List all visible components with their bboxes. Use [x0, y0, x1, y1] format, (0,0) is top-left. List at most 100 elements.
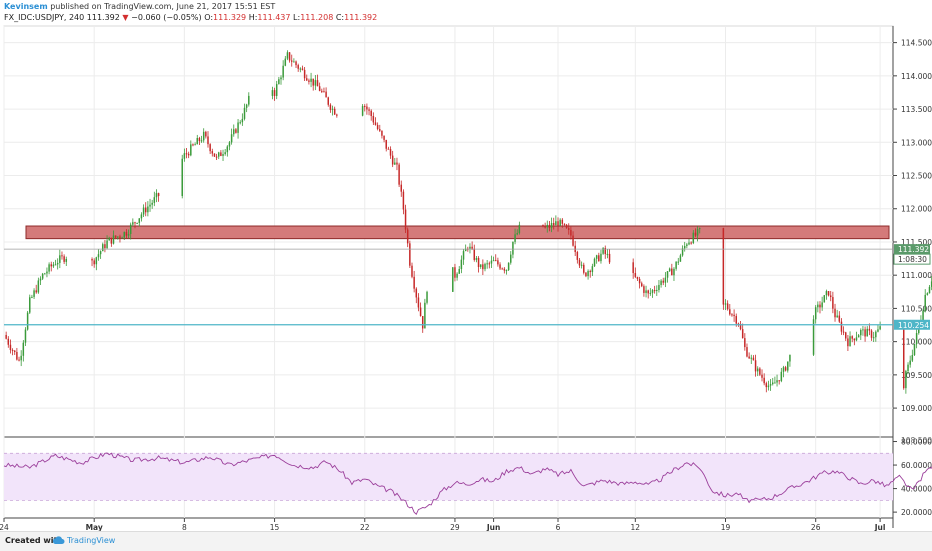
candle-down — [851, 336, 853, 339]
candle-up — [112, 235, 115, 244]
candle-down — [301, 68, 304, 70]
candle-up — [782, 367, 785, 372]
open-label: O: — [204, 13, 214, 22]
last-price-label: 111.392 — [898, 245, 929, 254]
publish-line: Kevinsem published on TradingView.com, J… — [4, 2, 275, 11]
candle-up — [54, 264, 57, 266]
candle-up — [821, 302, 823, 308]
candle-down — [35, 290, 37, 293]
candle-down — [832, 297, 834, 309]
candle-up — [514, 234, 516, 242]
candle-down — [144, 207, 147, 213]
candle-up — [915, 333, 918, 345]
candle-up — [872, 337, 875, 339]
candle-up — [909, 360, 911, 365]
candle-up — [33, 290, 35, 297]
candle-up — [555, 221, 557, 226]
candle-up — [683, 245, 686, 249]
candle-up — [911, 355, 914, 361]
candle-up — [823, 295, 826, 303]
candle-down — [325, 91, 327, 98]
rsi-tick-label: 80.0000 — [901, 438, 932, 447]
candle-down — [417, 297, 420, 308]
candle-down — [364, 106, 366, 108]
candle-down — [454, 267, 456, 278]
candle-down — [385, 139, 387, 149]
candle-down — [306, 78, 308, 81]
price-chart[interactable]: 114.500 114.000 113.500 113.000 112.500 112.0… — [0, 24, 932, 531]
candle-down — [746, 347, 748, 357]
candle-up — [774, 382, 776, 384]
candle-up — [196, 138, 199, 145]
candle-down — [634, 273, 637, 277]
time-tick-label: 12 — [631, 523, 641, 531]
candle-down — [847, 338, 849, 347]
time-tick-label: 8 — [182, 523, 187, 531]
candle-down — [381, 130, 383, 136]
candle-up — [656, 289, 658, 291]
candle-up — [928, 286, 931, 294]
candle-down — [11, 349, 14, 351]
candle-down — [561, 219, 564, 224]
candle-down — [303, 69, 306, 79]
down-arrow-icon: ▼ — [122, 13, 129, 22]
candle-up — [860, 330, 862, 336]
candle-down — [671, 268, 673, 276]
candle-up — [217, 152, 220, 157]
candle-down — [312, 78, 314, 86]
candle-down — [641, 283, 643, 287]
countdown-label: 1:08:30 — [898, 255, 927, 264]
candle-up — [658, 284, 660, 290]
candle-down — [370, 110, 372, 117]
candle-up — [314, 80, 317, 86]
candle-up — [29, 297, 31, 313]
candle-up — [507, 262, 510, 271]
author-link[interactable]: Kevinsem — [4, 2, 48, 11]
candle-up — [855, 337, 858, 341]
countdown-badge — [893, 253, 931, 265]
candle-down — [398, 164, 400, 185]
candle-down — [647, 290, 649, 294]
candle-down — [733, 314, 735, 317]
candle-down — [819, 304, 821, 308]
candle-down — [119, 236, 121, 238]
candle-up — [924, 294, 926, 311]
candle-up — [593, 258, 596, 267]
candle-down — [318, 86, 321, 91]
candle-up — [129, 224, 132, 234]
candle-up — [151, 202, 153, 205]
candle-down — [576, 252, 579, 260]
candle-down — [752, 357, 755, 361]
candle-up — [484, 263, 486, 270]
tradingview-brand-link[interactable]: TradingView — [67, 536, 116, 545]
candle-down — [763, 377, 765, 384]
candle-down — [16, 351, 18, 360]
candle-down — [374, 122, 377, 125]
rsi-tick-label: 40.0000 — [901, 485, 932, 494]
candle-up — [518, 224, 521, 234]
low-label: L: — [293, 13, 301, 22]
candle-down — [827, 291, 830, 296]
candle-up — [668, 268, 671, 272]
candle-down — [548, 224, 551, 228]
candle-up — [688, 242, 690, 245]
candle-down — [413, 276, 415, 289]
candle-down — [383, 135, 385, 140]
price-tick-label: 109.000 — [901, 404, 932, 413]
candle-down — [744, 338, 746, 348]
symbol-label[interactable]: FX_IDC:USDJPY, 240 — [4, 13, 85, 22]
candle-down — [110, 237, 113, 244]
candle-up — [39, 278, 42, 281]
candle-up — [724, 303, 727, 305]
candle-up — [462, 251, 465, 260]
candle-up — [479, 264, 482, 267]
price-tick-label: 112.500 — [901, 172, 932, 181]
candle-down — [638, 278, 641, 284]
time-tick-label: 22 — [360, 523, 370, 531]
candle-down — [542, 224, 544, 227]
price-tick-label: 109.500 — [901, 371, 932, 380]
candle-up — [65, 259, 68, 262]
candle-up — [48, 264, 50, 272]
candle-up — [930, 281, 932, 287]
candle-down — [333, 108, 336, 115]
